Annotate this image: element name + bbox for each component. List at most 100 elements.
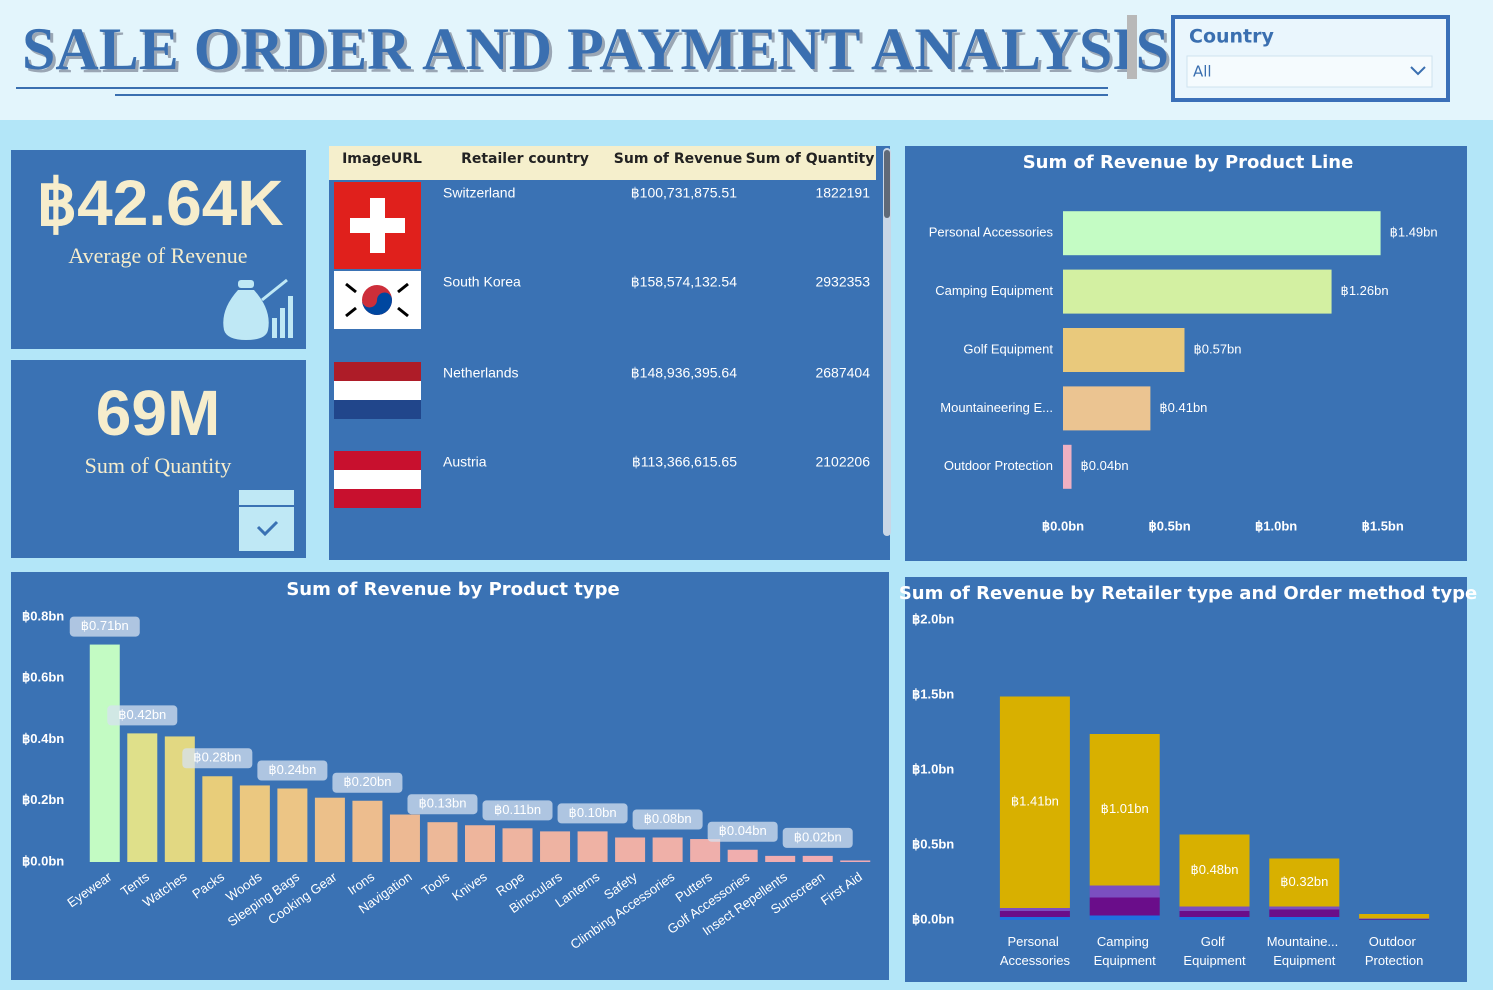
table-header: [329, 146, 876, 180]
data-label: ฿0.24bn: [268, 762, 316, 777]
data-label: ฿1.01bn: [1101, 801, 1149, 816]
x-tick-label: ฿0.0bn: [1042, 518, 1084, 533]
bar: [802, 855, 833, 862]
bar-segment: [1089, 915, 1160, 920]
bar: [127, 733, 158, 862]
chart-title: Sum of Revenue by Retailer type and Orde…: [899, 583, 1477, 604]
column-header: Retailer country: [461, 151, 589, 167]
bar-segment: [1179, 911, 1250, 917]
data-label: ฿0.32bn: [1280, 874, 1328, 889]
box-icon: [239, 490, 294, 551]
y-tick-label: ฿0.5bn: [912, 836, 954, 851]
y-tick-label: ฿1.5bn: [912, 686, 954, 701]
data-label: ฿0.71bn: [81, 618, 129, 633]
data-label-bg: [557, 803, 628, 824]
cell-quantity: 1822191: [815, 185, 870, 201]
page-title: SALE ORDER AND PAYMENT ANALYSIS: [22, 16, 1169, 82]
y-tick-label: ฿0.6bn: [22, 670, 64, 685]
x-tick-label: Outdoor Protection: [1365, 934, 1424, 968]
data-label: ฿0.28bn: [193, 750, 241, 765]
cell-revenue: ฿158,574,132.54: [631, 274, 737, 290]
bar: [840, 860, 871, 862]
bar: [277, 788, 308, 862]
cell-revenue: ฿100,731,875.51: [631, 185, 737, 201]
scroll-thumb[interactable]: [884, 150, 890, 218]
data-label: ฿0.13bn: [418, 796, 466, 811]
bar: [202, 776, 233, 862]
bar-segment: [1269, 858, 1340, 907]
cell-quantity: 2932353: [815, 274, 870, 290]
data-label: ฿0.10bn: [569, 805, 617, 820]
chart-title: Sum of Revenue by Product type: [286, 579, 619, 600]
data-label-bg: [332, 772, 403, 793]
bar: [1063, 269, 1332, 314]
bar: [389, 814, 420, 862]
bar-segment: [1089, 885, 1160, 898]
bar: [314, 797, 345, 862]
slicer-label: Country: [1189, 26, 1275, 48]
card-value: ฿42.64K: [36, 167, 283, 239]
data-label: ฿0.48bn: [1190, 862, 1238, 877]
bar: [765, 855, 796, 862]
cell-revenue: ฿148,936,395.64: [631, 365, 737, 381]
data-label-bg: [482, 800, 553, 821]
bar-segment: [1359, 914, 1430, 919]
data-label: ฿0.57bn: [1193, 341, 1241, 356]
cell-country: South Korea: [443, 274, 521, 290]
bar: [427, 822, 458, 862]
bar-segment: [1269, 917, 1340, 920]
scrollbar[interactable]: [883, 148, 891, 536]
bar-segment: [999, 908, 1070, 911]
bar-segment: [1089, 897, 1160, 916]
data-label: ฿0.02bn: [794, 829, 842, 844]
x-tick-label: ฿0.5bn: [1148, 518, 1190, 533]
bar: [352, 800, 383, 862]
bar: [502, 828, 533, 862]
y-tick-label: ฿0.2bn: [22, 792, 64, 807]
data-label: ฿0.20bn: [343, 774, 391, 789]
bar: [652, 837, 683, 862]
y-tick-label: ฿2.0bn: [912, 611, 954, 626]
slicer-dropdown[interactable]: [1186, 55, 1433, 88]
bar: [577, 831, 608, 862]
y-tick-label: Camping Equipment: [935, 283, 1053, 298]
x-tick-label: Camping Equipment: [1094, 934, 1157, 968]
bar: [465, 825, 495, 862]
y-tick-label: Personal Accessories: [929, 225, 1054, 240]
data-label-bg: [632, 809, 703, 830]
bar: [1063, 386, 1151, 431]
cell-country: Netherlands: [443, 365, 519, 381]
x-tick-label: Personal Accessories: [1000, 934, 1071, 968]
x-tick-label: ฿1.5bn: [1362, 518, 1404, 533]
x-tick-label: ฿1.0bn: [1255, 518, 1297, 533]
column-header: ImageURL: [342, 151, 422, 167]
data-label-bg: [69, 616, 140, 637]
flag-netherlands: [334, 362, 421, 419]
y-tick-label: Mountaineering E...: [940, 400, 1053, 415]
flag-south-korea: [334, 271, 421, 329]
y-tick-label: ฿0.4bn: [22, 731, 64, 746]
bar: [1063, 211, 1381, 256]
cell-quantity: 2687404: [815, 365, 870, 381]
bar: [690, 839, 721, 862]
money-bag-icon: [223, 278, 293, 340]
bar: [89, 644, 120, 862]
table-panel: [329, 146, 890, 560]
bar-segment: [999, 911, 1070, 917]
chart-panel: [11, 572, 889, 980]
bar: [727, 849, 758, 862]
cell-country: Austria: [443, 454, 487, 470]
bar: [540, 831, 571, 862]
x-tick-label: Mountaine... Equipment: [1267, 934, 1342, 968]
bar-segment: [999, 917, 1070, 920]
data-label-bg: [182, 748, 253, 769]
chart-title: Sum of Revenue by Product Line: [1023, 152, 1354, 173]
bar-segment: [1179, 834, 1250, 907]
card-label: Sum of Quantity: [85, 453, 232, 478]
data-label-bg: [257, 760, 328, 781]
dropdown-chevron[interactable]: [1410, 66, 1426, 76]
data-label: ฿0.08bn: [644, 811, 692, 826]
data-label: ฿1.26bn: [1341, 283, 1389, 298]
separator: [1127, 15, 1137, 79]
